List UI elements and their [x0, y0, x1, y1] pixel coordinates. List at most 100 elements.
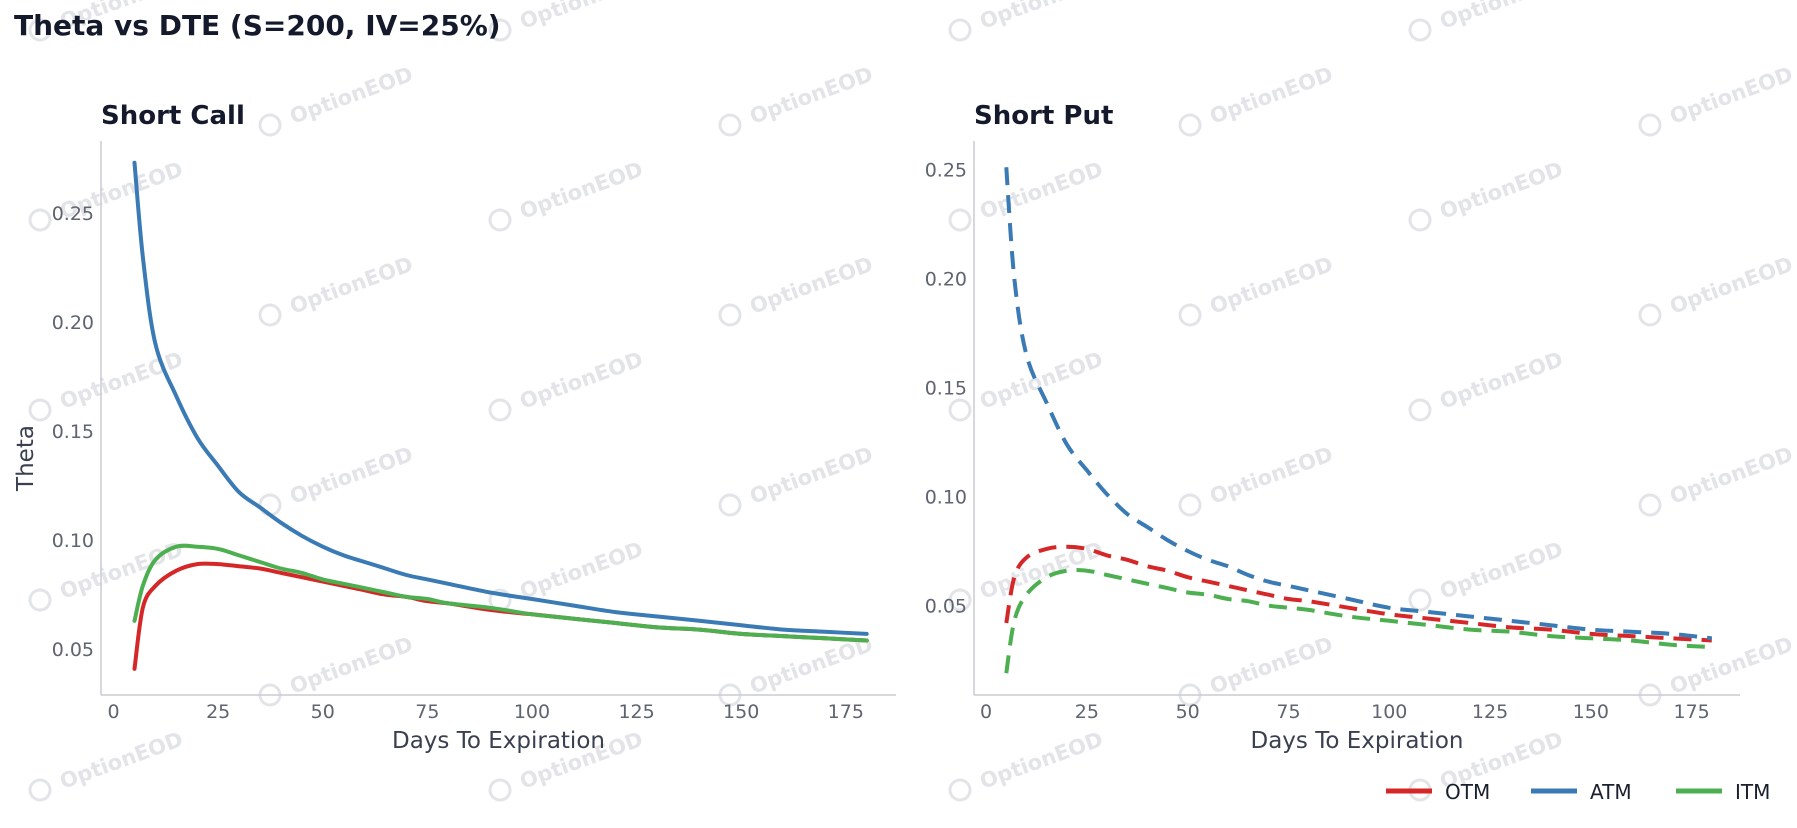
y-tick-label: 0.20 [52, 312, 94, 334]
x-tick-label: 175 [1673, 701, 1709, 723]
watermark-logo-icon [1178, 303, 1202, 327]
watermark: OptionEOD [258, 632, 416, 707]
y-tick-label: 0.25 [52, 203, 94, 225]
x-tick-label: 125 [618, 701, 654, 723]
watermark-text: OptionEOD [287, 252, 417, 319]
watermark-logo-icon [28, 18, 52, 42]
watermark-text: OptionEOD [1667, 62, 1797, 129]
series-line-itm [1004, 568, 1712, 674]
watermark-logo-icon [488, 208, 512, 232]
watermark: OptionEOD [488, 0, 646, 42]
x-tick-label: 100 [1371, 701, 1407, 723]
watermark-logo-icon [28, 398, 52, 422]
x-tick-label: 175 [828, 701, 864, 723]
y-tick-label: 0.10 [925, 487, 967, 509]
series-line-otm [1004, 544, 1712, 643]
watermark-logo-icon [1638, 493, 1662, 517]
legend: OTM ATM ITM [1386, 780, 1770, 804]
watermark-text: OptionEOD [517, 157, 647, 224]
watermark: OptionEOD [948, 157, 1107, 232]
x-tick-label: 150 [723, 701, 759, 723]
watermark-logo-icon [1178, 493, 1202, 517]
legend-item-otm: OTM [1386, 780, 1490, 804]
watermark: OptionEOD [28, 727, 187, 802]
watermark: OptionEOD [1638, 62, 1797, 137]
watermark: OptionEOD [488, 157, 647, 232]
x-tick-label: 50 [311, 701, 335, 723]
y-axis-label: Theta [13, 425, 39, 492]
watermark: OptionEOD [948, 0, 1107, 42]
watermark-logo-icon [488, 398, 512, 422]
y-tick-label: 0.25 [925, 159, 967, 181]
watermark-text: OptionEOD [1437, 537, 1567, 604]
watermark: OptionEOD [258, 252, 417, 327]
panel-title: Short Put [974, 101, 1113, 131]
watermark-logo-icon [28, 778, 52, 802]
watermark-layer: OptionEOD OptionEOD OptionEOD OptionEOD Opti… [28, 0, 1797, 802]
x-tick-label: 75 [1276, 701, 1300, 723]
watermark-text: OptionEOD [517, 537, 647, 604]
watermark-text: OptionEOD [517, 347, 647, 414]
watermark-logo-icon [258, 683, 282, 707]
watermark-logo-icon [488, 778, 512, 802]
watermark-logo-icon [28, 588, 52, 612]
watermark-text: OptionEOD [977, 347, 1107, 414]
watermark-logo-icon [948, 588, 972, 612]
x-tick-label: 25 [206, 701, 230, 723]
watermark-text: OptionEOD [977, 0, 1107, 34]
watermark: OptionEOD [1408, 537, 1567, 612]
watermark-text: OptionEOD [747, 632, 877, 699]
watermark-logo-icon [1638, 303, 1662, 327]
watermark: OptionEOD [258, 62, 416, 137]
y-tick-label: 0.15 [52, 421, 94, 443]
short-call-panel: Short Call 0 25 50 75 100 125 150 175 0.05 0.10 0.1… [13, 101, 896, 754]
watermark-logo-icon [258, 303, 282, 327]
x-tick-label: 25 [1075, 701, 1099, 723]
watermark-text: OptionEOD [977, 727, 1107, 794]
watermark-logo-icon [28, 208, 52, 232]
watermark: OptionEOD [1638, 442, 1796, 517]
watermark-logo-icon [1408, 588, 1432, 612]
x-tick-label: 0 [108, 701, 120, 723]
x-tick-label: 0 [980, 701, 992, 723]
figure-title: Theta vs DTE (S=200, IV=25%) [14, 9, 501, 42]
watermark-text: OptionEOD [1667, 632, 1797, 699]
series-line-atm [1004, 167, 1713, 641]
x-tick-label: 75 [415, 701, 439, 723]
y-tick-label: 0.05 [925, 596, 967, 618]
watermark: OptionEOD [1638, 252, 1796, 327]
watermark-text: OptionEOD [977, 157, 1107, 224]
watermark-text: OptionEOD [57, 727, 187, 794]
watermark: OptionEOD [488, 347, 647, 422]
x-axis-label: Days To Expiration [392, 728, 605, 754]
watermark-text: OptionEOD [1437, 157, 1567, 224]
watermark: OptionEOD [1408, 0, 1567, 42]
watermark-text: OptionEOD [1437, 0, 1567, 34]
watermark-logo-icon [258, 113, 282, 137]
watermark-logo-icon [948, 398, 972, 422]
watermark-text: OptionEOD [1207, 632, 1337, 699]
watermark: OptionEOD [718, 442, 876, 517]
x-axis-label: Days To Expiration [1251, 728, 1464, 754]
y-tick-label: 0.20 [925, 268, 967, 290]
watermark-text: OptionEOD [747, 62, 877, 129]
watermark-logo-icon [1178, 113, 1202, 137]
watermark: OptionEOD [28, 157, 186, 232]
watermark-logo-icon [1408, 398, 1432, 422]
watermark-text: OptionEOD [287, 442, 417, 509]
legend-item-itm: ITM [1676, 780, 1770, 804]
series-line-otm [132, 561, 869, 671]
legend-label: ITM [1735, 780, 1770, 804]
x-tick-label: 50 [1176, 701, 1200, 723]
x-tick-label: 125 [1472, 701, 1508, 723]
watermark: OptionEOD [1178, 62, 1336, 137]
watermark-text: OptionEOD [1437, 347, 1567, 414]
x-tick-label: 100 [514, 701, 550, 723]
watermark: OptionEOD [1178, 632, 1337, 707]
watermark: OptionEOD [28, 347, 186, 422]
watermark-text: OptionEOD [747, 252, 877, 319]
watermark-logo-icon [1638, 113, 1662, 137]
legend-item-atm: ATM [1531, 780, 1632, 804]
watermark-logo-icon [1408, 18, 1432, 42]
